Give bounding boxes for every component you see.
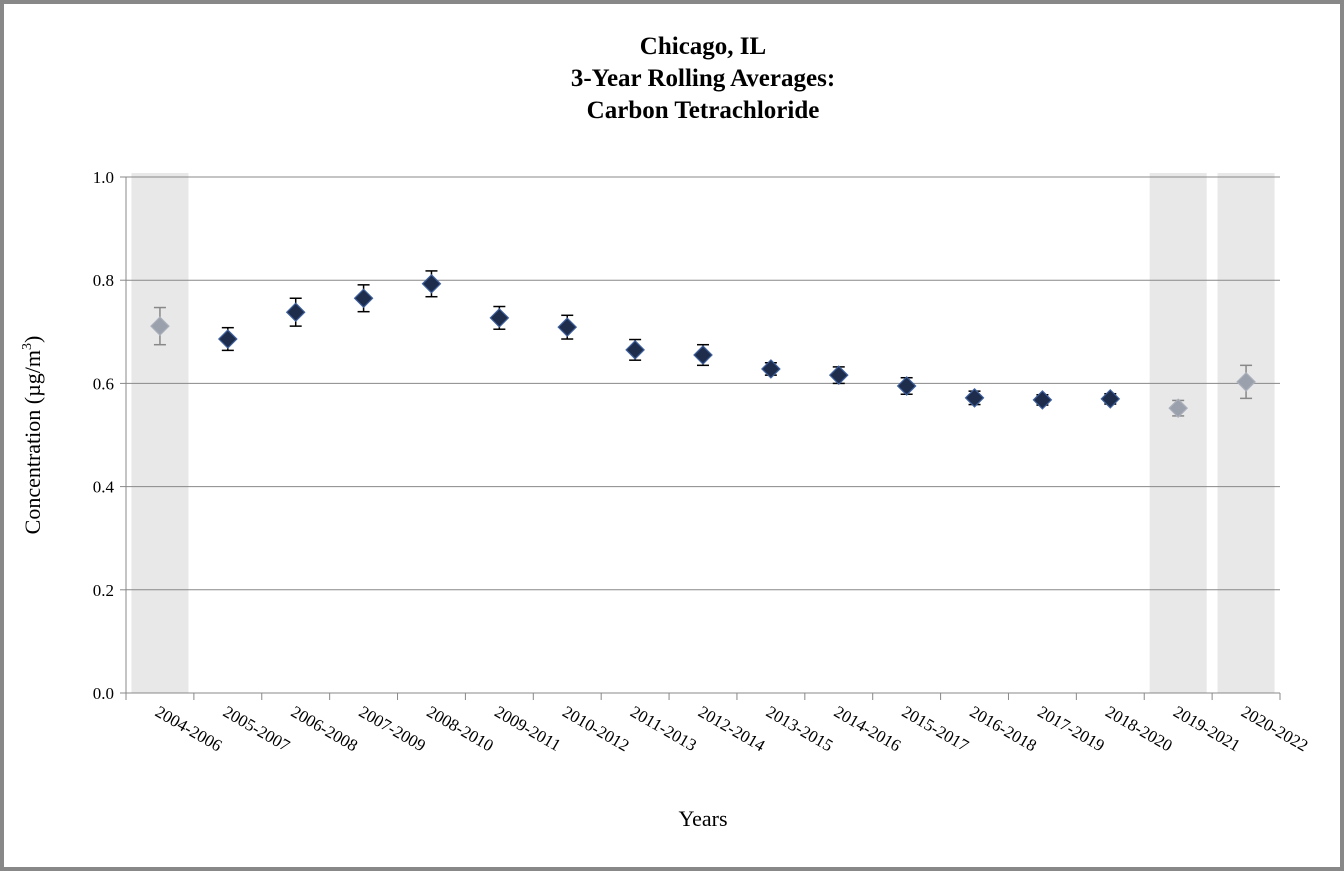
y-tick-label: 0.0 (93, 684, 114, 703)
point (1100, 389, 1121, 409)
y-tick-label: 0.2 (93, 581, 114, 600)
highlight-band (1217, 173, 1275, 693)
highlight-band (1149, 173, 1207, 693)
point (896, 376, 917, 396)
point (1236, 372, 1256, 392)
y-tick-label: 0.8 (93, 271, 114, 290)
y-tick-label: 0.6 (93, 374, 114, 393)
point (557, 317, 578, 338)
chart-title: 3-Year Rolling Averages: (571, 65, 835, 92)
point (489, 308, 510, 328)
x-axis-label: Years (678, 806, 727, 831)
point (625, 340, 645, 360)
chart-title: Chicago, IL (640, 33, 766, 60)
point (828, 365, 849, 385)
point (1032, 390, 1053, 410)
point (353, 288, 374, 309)
y-label-sup: 3 (20, 343, 35, 350)
chart-title: Carbon Tetrachloride (587, 97, 820, 124)
point (421, 273, 442, 294)
point (1168, 398, 1189, 419)
point (217, 329, 238, 349)
y-label-text: Concentration (µg/m (20, 350, 45, 534)
highlight-band (131, 173, 189, 693)
title-group: Chicago, IL 3-Year Rolling Averages: Carbo… (571, 33, 835, 124)
point (150, 316, 170, 336)
y-tick-label: 0.4 (93, 478, 115, 497)
point (285, 302, 306, 323)
y-label-end: ) (20, 336, 45, 343)
point (761, 359, 781, 379)
y-axis-label: Concentration (µg/m3) (20, 336, 45, 535)
point (693, 345, 713, 365)
point (964, 387, 985, 408)
y-tick-label: 1.0 (93, 168, 114, 187)
